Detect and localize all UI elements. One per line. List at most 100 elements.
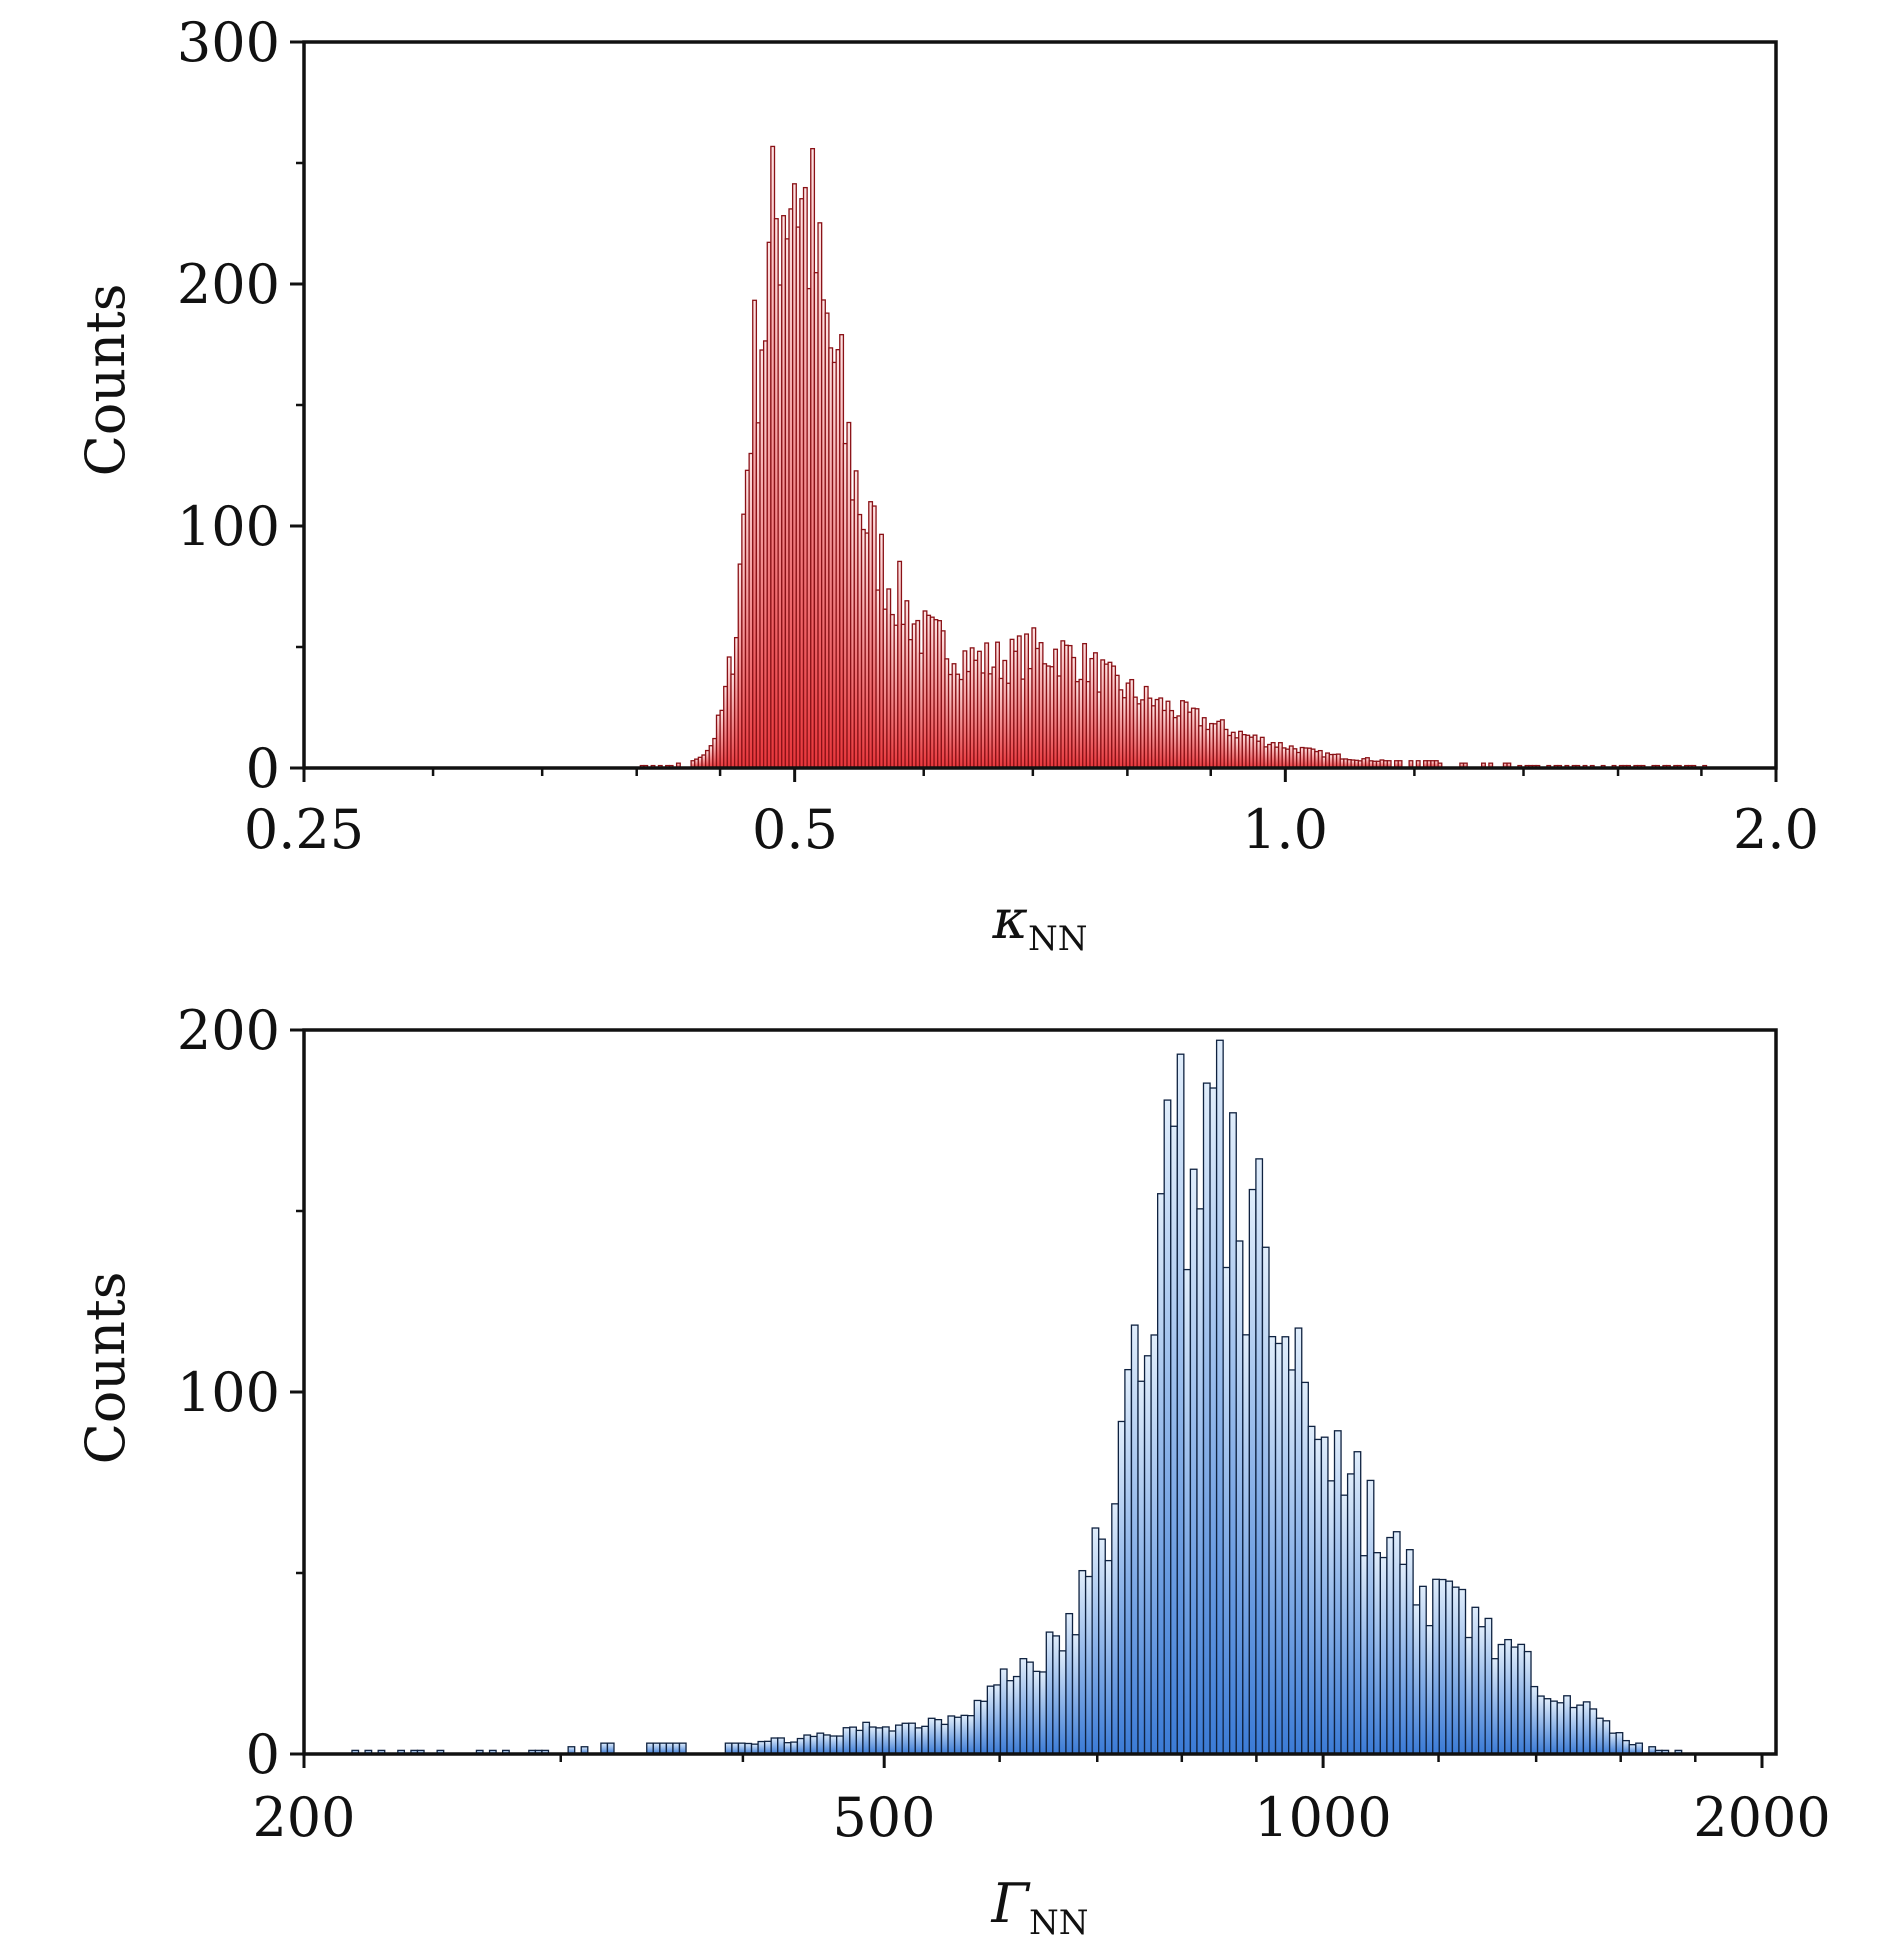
gamma-ytick-label-0: 0 — [246, 1723, 280, 1786]
gamma-bar — [1432, 1578, 1440, 1755]
gamma-bar — [901, 1722, 910, 1755]
gamma-bar — [1392, 1531, 1401, 1755]
gamma-bar — [1608, 1732, 1617, 1755]
kappa-ytick-label-200: 200 — [177, 253, 280, 316]
gamma-bar — [777, 1737, 785, 1755]
kappa-histogram-panel: 0 100 200 300 0.25 0.5 1.0 2.0 Counts κN… — [74, 11, 1819, 959]
gamma-bar — [953, 1716, 962, 1755]
gamma-bar — [1405, 1549, 1414, 1755]
gamma-bar — [1517, 1643, 1526, 1755]
gamma-bar — [1104, 1559, 1113, 1755]
gamma-bar — [1412, 1604, 1421, 1755]
gamma-bar — [1307, 1425, 1316, 1755]
kappa-bars — [639, 145, 1708, 769]
gamma-xlabel-symbol: Γ — [991, 1872, 1032, 1935]
gamma-bar — [816, 1732, 825, 1755]
gamma-histogram-panel: 0 100 200 200 500 1000 2000 Counts ΓNN — [74, 999, 1831, 1937]
gamma-bar — [1026, 1661, 1034, 1755]
gamma-bar — [986, 1685, 995, 1755]
gamma-bar — [1137, 1380, 1146, 1755]
kappa-ytick-label-300: 300 — [177, 11, 280, 74]
gamma-bar — [842, 1727, 851, 1755]
gamma-bar — [1143, 1355, 1152, 1755]
gamma-bar — [934, 1718, 943, 1755]
gamma-bar — [1530, 1685, 1539, 1755]
gamma-bar — [1222, 1266, 1231, 1755]
gamma-bar — [1274, 1342, 1283, 1755]
kappa-xtick-label-0.5: 0.5 — [752, 798, 838, 861]
gamma-bar — [973, 1699, 982, 1755]
gamma-bar — [1615, 1732, 1624, 1755]
gamma-bar — [1150, 1334, 1159, 1755]
gamma-bar — [908, 1722, 916, 1755]
gamma-bar — [1327, 1480, 1336, 1755]
kappa-xlabel: κNN — [992, 888, 1088, 959]
gamma-bar — [1006, 1680, 1015, 1755]
gamma-bar — [803, 1734, 812, 1755]
gamma-bar — [1012, 1675, 1021, 1755]
gamma-bar — [1314, 1438, 1323, 1755]
kappa-ticks — [290, 40, 1778, 782]
gamma-bar — [1333, 1430, 1342, 1755]
gamma-bar — [1386, 1536, 1395, 1755]
gamma-bar — [1294, 1327, 1303, 1755]
gamma-ylabel: Counts — [74, 1272, 137, 1465]
gamma-bar — [1163, 1099, 1172, 1755]
gamma-bar — [849, 1726, 857, 1755]
kappa-xtick-label-2.0: 2.0 — [1733, 798, 1819, 861]
gamma-ticks — [290, 1028, 1764, 1768]
kappa-xtick-label-1.0: 1.0 — [1242, 798, 1328, 861]
gamma-bar — [1451, 1586, 1460, 1755]
gamma-bar — [1091, 1527, 1100, 1755]
gamma-bar — [1589, 1708, 1598, 1755]
gamma-bar — [1170, 1125, 1178, 1755]
gamma-bar — [927, 1717, 936, 1755]
gamma-xtick-label-200: 200 — [252, 1786, 355, 1849]
gamma-bar — [1301, 1381, 1309, 1755]
gamma-bar — [1550, 1700, 1558, 1755]
gamma-bar — [790, 1741, 799, 1755]
gamma-bar — [1065, 1612, 1074, 1755]
gamma-bar — [894, 1724, 903, 1755]
gamma-bar — [1582, 1701, 1591, 1755]
gamma-bar — [1130, 1324, 1139, 1755]
gamma-bar — [1157, 1193, 1165, 1755]
gamma-bar — [1019, 1658, 1028, 1755]
gamma-bar — [1111, 1503, 1120, 1755]
gamma-bar — [914, 1727, 923, 1755]
gamma-bar — [1098, 1538, 1106, 1755]
gamma-bar — [1602, 1720, 1611, 1755]
gamma-bar — [1346, 1473, 1355, 1755]
gamma-bar — [1189, 1168, 1198, 1755]
gamma-bar — [1242, 1334, 1251, 1755]
gamma-bar — [1202, 1082, 1211, 1755]
gamma-bar — [1504, 1638, 1513, 1755]
gamma-ytick-label-200: 200 — [177, 999, 280, 1062]
gamma-bar — [1124, 1368, 1133, 1755]
gamma-bar — [1255, 1158, 1264, 1755]
gamma-bar — [809, 1735, 818, 1755]
gamma-bar — [770, 1737, 779, 1755]
gamma-bar — [960, 1714, 969, 1755]
gamma-bar — [868, 1726, 877, 1755]
gamma-bar — [1464, 1636, 1473, 1755]
gamma-bar — [1320, 1436, 1329, 1755]
gamma-bar — [1477, 1626, 1486, 1755]
kappa-xlabel-subscript: NN — [1028, 919, 1088, 959]
gamma-bar — [1379, 1556, 1388, 1755]
gamma-bar — [1595, 1717, 1604, 1755]
gamma-bar — [1484, 1617, 1493, 1755]
gamma-xtick-label-2000: 2000 — [1693, 1786, 1830, 1849]
gamma-bar — [940, 1723, 949, 1755]
gamma-bar — [1058, 1650, 1067, 1755]
gamma-bar — [1340, 1494, 1349, 1755]
kappa-ylabel: Counts — [74, 284, 137, 477]
gamma-bar — [1196, 1208, 1205, 1755]
gamma-bar — [1117, 1420, 1126, 1755]
gamma-bar — [1209, 1087, 1218, 1755]
gamma-bar — [1052, 1635, 1061, 1755]
gamma-bar — [1288, 1369, 1296, 1755]
gamma-bar — [1366, 1479, 1375, 1755]
gamma-xtick-label-1000: 1000 — [1254, 1786, 1391, 1849]
gamma-bar — [763, 1740, 772, 1755]
